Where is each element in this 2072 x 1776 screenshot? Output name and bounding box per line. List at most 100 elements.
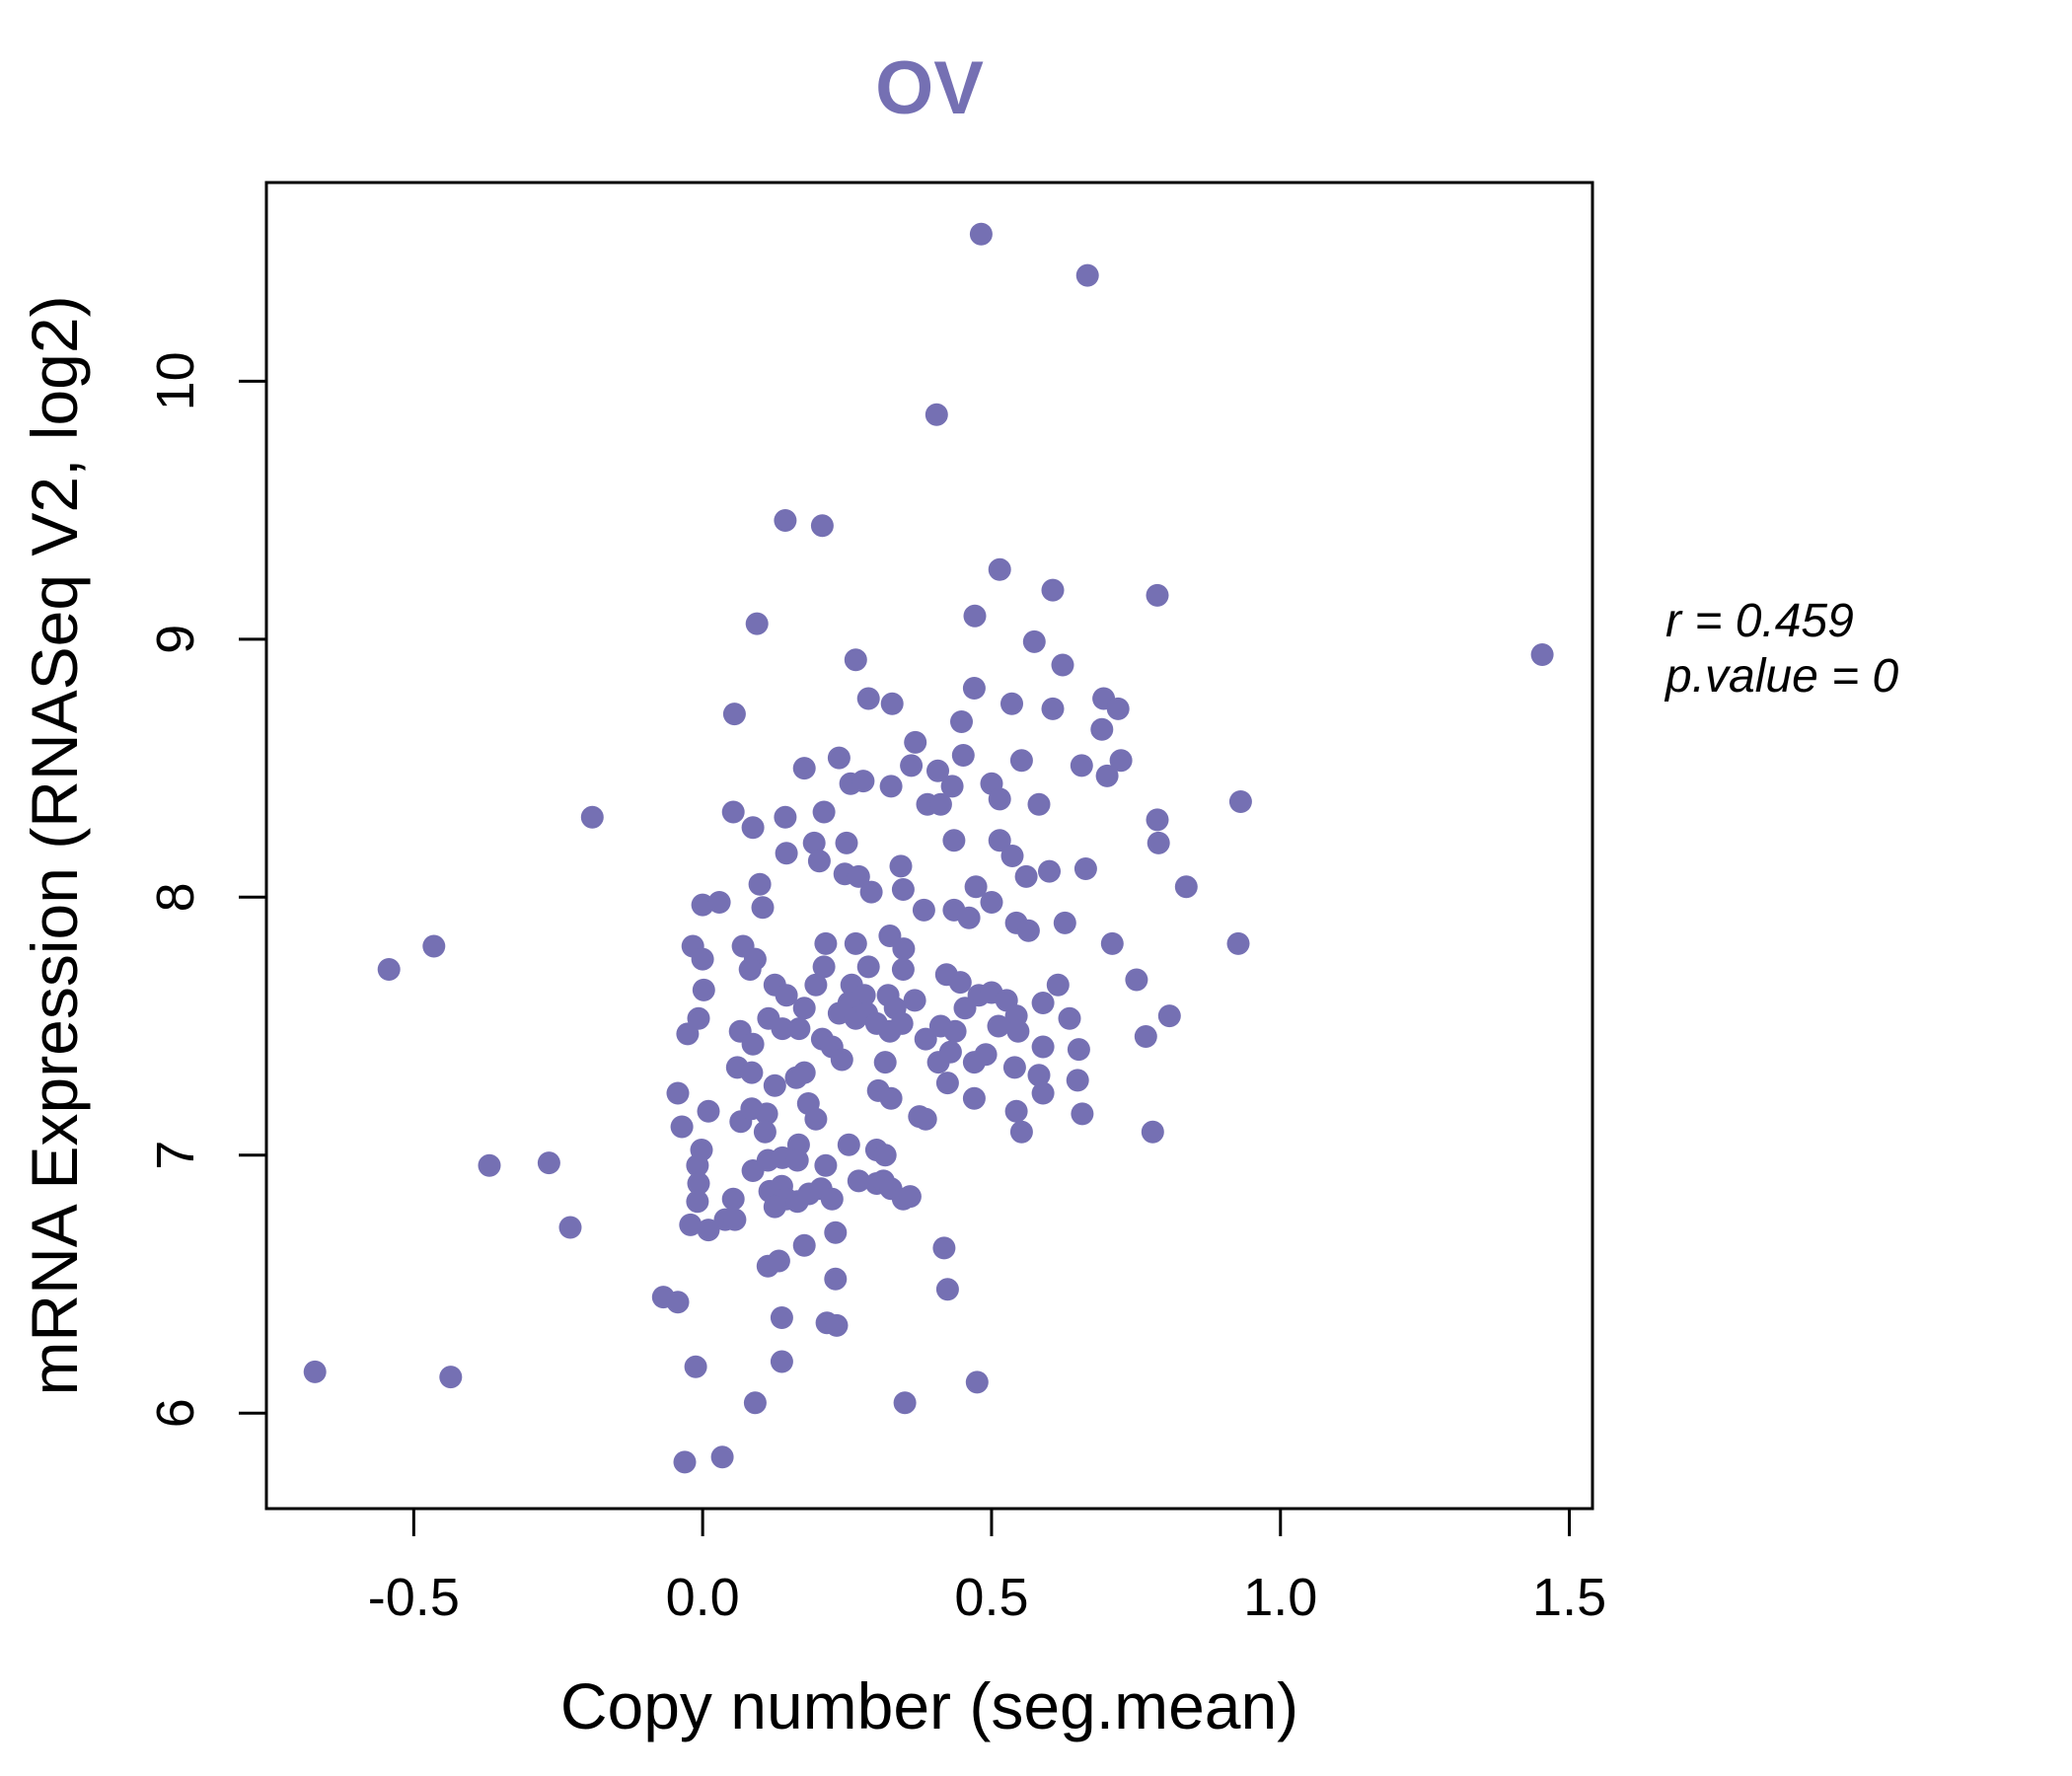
data-point [707, 891, 731, 914]
y-tick-label: 9 [146, 625, 205, 654]
x-axis-label: Copy number (seg.mean) [560, 1669, 1298, 1742]
data-point [1174, 875, 1198, 899]
data-point [898, 1185, 922, 1209]
data-point [1006, 1019, 1030, 1043]
data-point [1038, 859, 1061, 883]
data-point [580, 805, 604, 829]
x-tick-label: 0.0 [666, 1568, 740, 1627]
data-point [697, 1099, 720, 1123]
data-point [1100, 931, 1124, 955]
scatter-points-layer [303, 222, 1554, 1474]
data-point [1075, 263, 1099, 287]
data-point [879, 1086, 903, 1110]
data-point [1046, 973, 1070, 997]
data-point [721, 800, 745, 824]
data-point [303, 1360, 327, 1383]
data-point [1125, 968, 1148, 992]
data-point [748, 872, 772, 896]
data-point [844, 648, 867, 672]
data-point [1009, 749, 1033, 773]
data-point [478, 1153, 501, 1177]
y-tick-label: 8 [146, 882, 205, 912]
data-point [770, 1350, 793, 1373]
data-point [1109, 749, 1133, 773]
data-point [676, 1022, 700, 1046]
data-point [785, 1148, 809, 1172]
data-point [804, 973, 828, 997]
data-point [824, 1221, 848, 1244]
data-point [1058, 1006, 1081, 1030]
x-tick-label: -0.5 [368, 1568, 460, 1627]
data-point [1146, 808, 1169, 832]
data-point [1067, 1038, 1090, 1062]
data-point [673, 1450, 697, 1474]
data-point [684, 1355, 707, 1378]
data-point [679, 1213, 703, 1236]
data-point [914, 1027, 937, 1051]
x-axis-ticks: -0.5 0.0 0.5 1.0 1.5 [368, 1509, 1606, 1627]
data-point [873, 1144, 897, 1167]
data-point [827, 746, 851, 770]
data-point [1027, 1064, 1051, 1087]
data-point [1157, 1004, 1181, 1028]
data-point [988, 787, 1011, 811]
x-tick-label: 0.5 [954, 1568, 1028, 1627]
data-point [738, 958, 762, 981]
data-point [890, 1011, 914, 1035]
data-point [892, 937, 916, 961]
data-point [1053, 911, 1076, 934]
data-point [964, 875, 988, 899]
data-point [1146, 583, 1169, 607]
data-point [835, 831, 858, 854]
data-point [943, 1019, 967, 1043]
data-point [670, 1115, 694, 1139]
data-point [856, 687, 880, 710]
data-point [558, 1216, 582, 1239]
data-point [1041, 697, 1065, 720]
data-point [1106, 697, 1130, 720]
data-point [812, 800, 836, 824]
data-point [751, 896, 775, 920]
data-point [1027, 792, 1051, 816]
data-point [686, 1153, 709, 1177]
data-point [969, 222, 993, 246]
data-point [914, 1107, 937, 1131]
data-point [988, 829, 1011, 852]
data-point [792, 1233, 816, 1257]
data-point [1228, 790, 1252, 813]
data-point [377, 958, 401, 981]
data-point [880, 692, 904, 715]
plot-area-border [264, 181, 1594, 1511]
data-point [903, 989, 926, 1012]
data-point [926, 1051, 950, 1074]
y-tick-label: 10 [146, 351, 205, 410]
data-point [807, 850, 831, 873]
y-tick-label: 7 [146, 1141, 205, 1170]
data-point [763, 1073, 786, 1097]
x-tick-label: 1.0 [1243, 1568, 1317, 1627]
data-point [697, 1219, 720, 1242]
data-point [825, 1313, 849, 1337]
data-point [763, 1195, 786, 1219]
data-point [942, 829, 966, 852]
data-point [935, 1072, 959, 1095]
data-point [912, 898, 935, 922]
data-point [755, 1102, 778, 1126]
data-point [1095, 764, 1119, 787]
data-point [723, 1208, 747, 1231]
data-point [940, 775, 964, 798]
data-point [770, 1306, 793, 1329]
data-point [1002, 1056, 1026, 1079]
data-point [1000, 845, 1024, 867]
data-point [873, 1051, 897, 1074]
data-point [856, 955, 880, 979]
data-point [771, 1017, 794, 1041]
data-point [847, 864, 870, 888]
data-point [775, 984, 798, 1007]
data-point [889, 854, 913, 878]
data-point [666, 1081, 690, 1105]
data-point [837, 1133, 860, 1156]
data-point [774, 509, 797, 532]
data-point [741, 1032, 765, 1056]
data-point [928, 792, 952, 816]
